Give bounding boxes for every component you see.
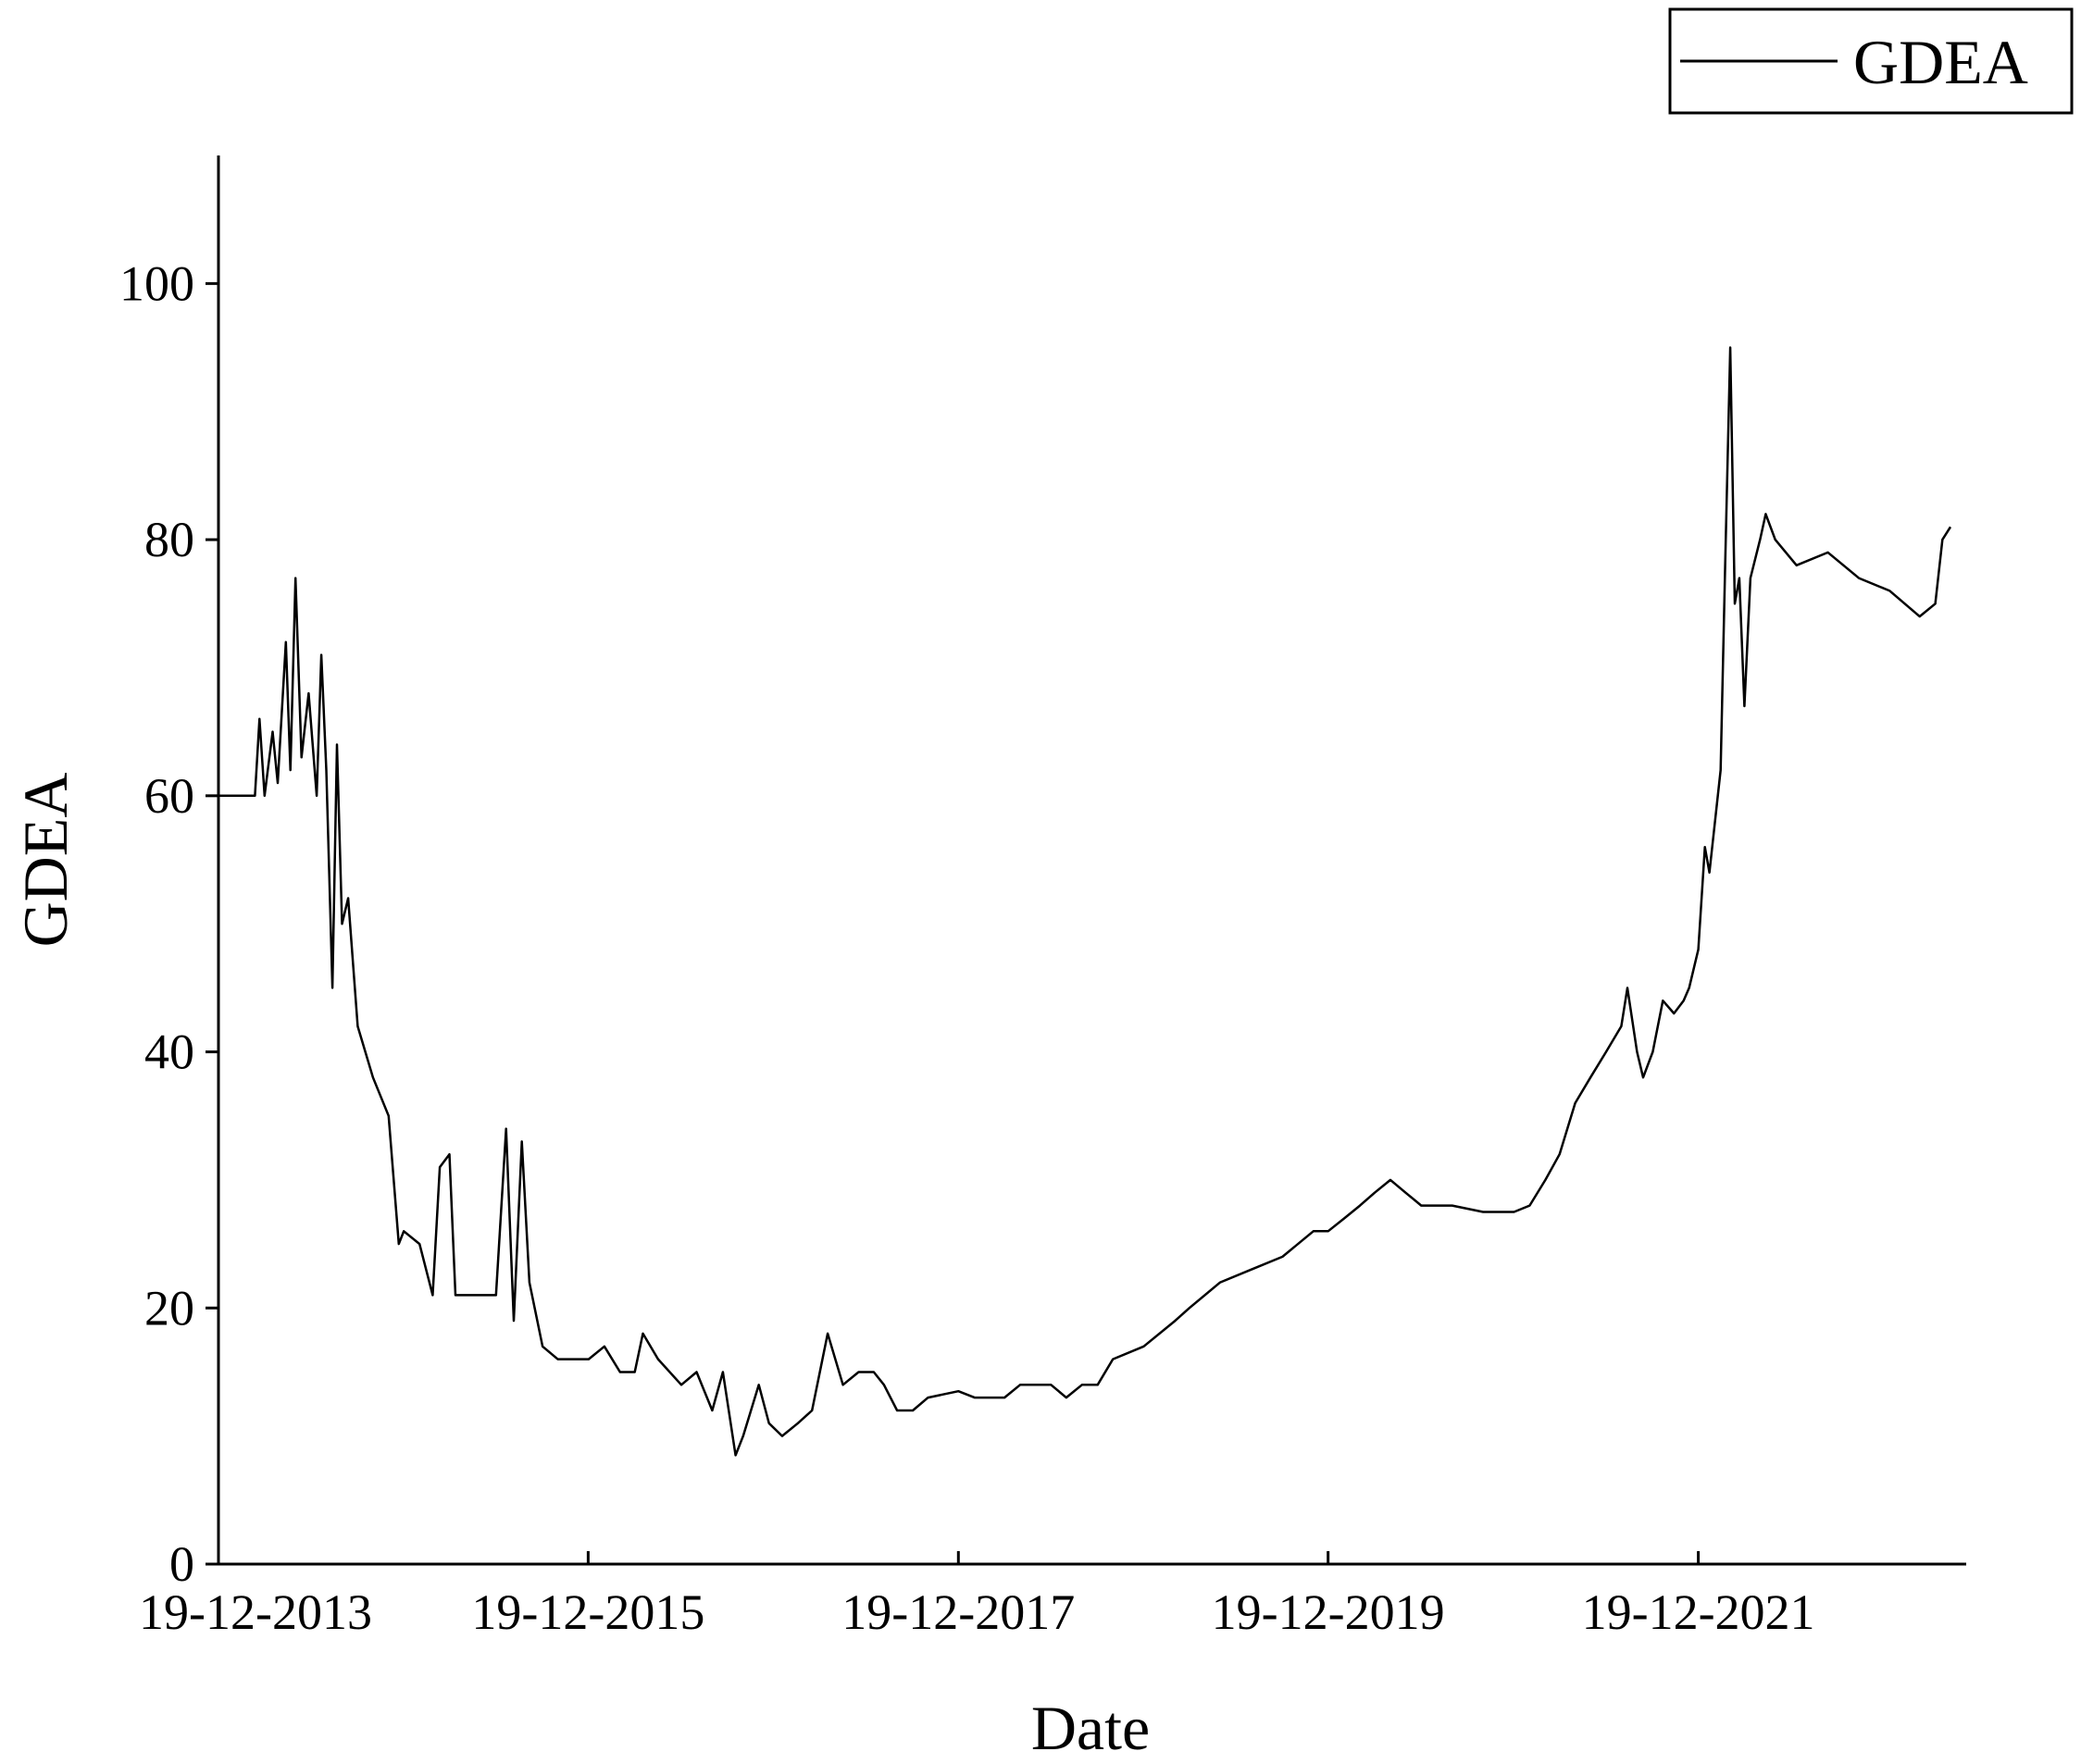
x-tick-label: 19-12-2019	[1212, 1584, 1445, 1640]
y-tick-label: 80	[144, 512, 194, 567]
y-tick-label: 60	[144, 768, 194, 824]
series-line-gdea	[218, 346, 1952, 1457]
x-tick-label: 19-12-2017	[841, 1584, 1075, 1640]
legend-label: GDEA	[1853, 27, 2028, 97]
x-axis-title: Date	[1031, 1693, 1150, 1763]
x-axis-ticks: 19-12-2013 19-12-2015 19-12-2017 19-12-2019…	[139, 1551, 1815, 1640]
x-tick-label: 19-12-2021	[1582, 1584, 1815, 1640]
y-tick-label: 20	[144, 1280, 194, 1335]
legend: GDEA	[1668, 7, 2074, 115]
x-tick-label: 19-12-2013	[139, 1584, 372, 1640]
x-tick-label: 19-12-2015	[471, 1584, 704, 1640]
y-tick-label: 40	[144, 1025, 194, 1080]
series-group	[218, 346, 1952, 1457]
y-tick-label: 100	[119, 255, 194, 311]
y-axis-title: GDEA	[10, 773, 81, 948]
y-axis-ticks: 0 20 40 60 80 100	[119, 255, 218, 1592]
y-tick-label: 0	[169, 1536, 194, 1592]
